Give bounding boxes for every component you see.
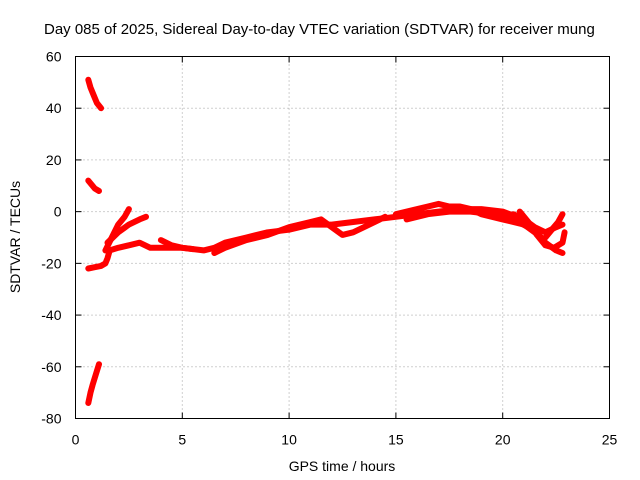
x-tick-label: 0 — [72, 432, 80, 448]
x-tick-label: 10 — [281, 432, 297, 448]
x-tick-label: 15 — [388, 432, 404, 448]
series-arc-d — [211, 213, 389, 256]
y-tick-label: -40 — [41, 307, 61, 323]
y-tick-label: 0 — [54, 204, 62, 220]
series-arc-high — [85, 76, 105, 112]
series-arc-c — [157, 237, 196, 253]
x-ticks: 0 5 10 15 20 25 — [72, 56, 618, 448]
x-tick-label: 5 — [178, 432, 186, 448]
x-tick-label: 20 — [495, 432, 511, 448]
y-tick-label: 40 — [46, 100, 62, 116]
series-arc-f — [403, 208, 532, 231]
y-tick-label: 20 — [46, 152, 62, 168]
y-tick-label: -80 — [41, 411, 61, 427]
series-arc-h — [516, 208, 568, 251]
y-tick-label: -60 — [41, 359, 61, 375]
y-ticks: 60 40 20 0 -20 -40 -60 -80 — [41, 49, 610, 427]
y-tick-label: 60 — [46, 49, 62, 65]
plot-frame — [75, 56, 610, 419]
chart-title: Day 085 of 2025, Sidereal Day-to-day VTE… — [44, 21, 595, 38]
series-arc-low — [85, 361, 102, 406]
x-tick-label: 25 — [602, 432, 618, 448]
y-axis-label: SDTVAR / TECUs — [7, 181, 23, 293]
y-tick-label: -20 — [41, 255, 61, 271]
series-arc-rise-b — [104, 213, 149, 246]
series-arc-mid — [85, 177, 102, 194]
series-group — [85, 76, 568, 406]
x-axis-label: GPS time / hours — [289, 458, 396, 474]
series-arc-i — [542, 211, 566, 241]
